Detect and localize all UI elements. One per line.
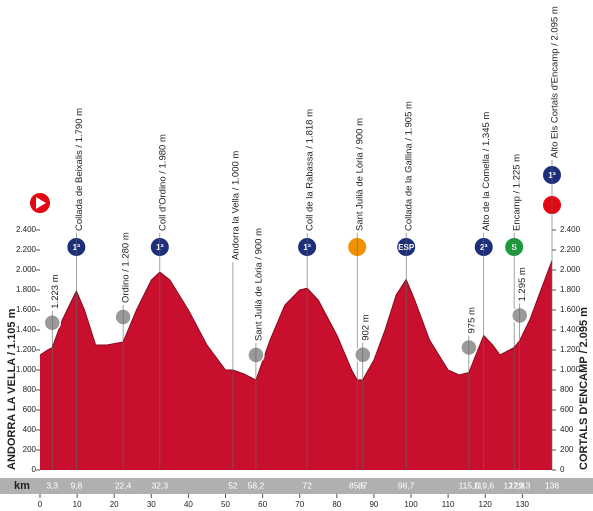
waypoint-label: Collada de Beixalis / 1.790 m [74,108,85,231]
km-marker-label: 119,6 [473,480,494,490]
y-tick-label-right: 1.400 [560,325,581,334]
km-marker-label: 85,5 [349,480,366,490]
badge-text: ESP [398,243,415,252]
y-tick-label: 2.200 [16,245,37,254]
y-tick-label: 0 [32,465,37,474]
km-marker-label: 52 [228,480,238,490]
waypoint-label: Alto Els Cortals d'Encamp / 2.095 m [550,6,561,158]
waypoint-label: Coll d'Ordino / 1.980 m [157,134,168,231]
y-tick-label: 1.400 [16,325,37,334]
y-tick-label: 400 [23,425,37,434]
km-marker-label: 129,3 [509,480,531,490]
y-tick-label: 1.200 [16,345,37,354]
x-tick-label: 40 [184,500,193,509]
x-tick-label: 110 [442,500,455,509]
y-tick-label-right: 200 [560,445,574,454]
x-tick-label: 0 [38,500,43,509]
km-marker-label: 9,8 [70,480,82,490]
y-tick-label: 200 [23,445,37,454]
waypoint-label: Coll de la Rabassa / 1.818 m [305,109,316,231]
waypoint-label: Collada de la Gallina / 1.905 m [404,101,415,231]
km-marker-label: 72 [302,480,312,490]
y-tick-label-right: 2.400 [560,225,581,234]
waypoint-label: 975 m [466,307,477,333]
waypoint-label: 1.223 m [50,274,61,308]
x-tick-label: 90 [369,500,378,509]
x-tick-label: 30 [147,500,156,509]
profile-area [40,260,552,470]
badge-text: S [511,243,517,252]
km-marker-label: 22,4 [115,480,132,490]
y-tick-label: 600 [23,405,37,414]
x-tick-label: 80 [332,500,341,509]
km-marker-label: 58,2 [248,480,265,490]
y-tick-label: 2.400 [16,225,37,234]
y-tick-label-right: 2.200 [560,245,581,254]
x-tick-label: 120 [479,500,493,509]
y-tick-label-right: 800 [560,385,574,394]
y-tick-label-right: 400 [560,425,574,434]
km-strip [0,478,593,494]
start-arrow [36,197,46,209]
waypoint-label: 902 m [360,314,371,340]
y-tick-label: 1.000 [16,365,37,374]
profile-line [39,260,553,381]
km-marker-label: 127,8 [504,480,526,490]
start-label: ANDORRA LA VELLA / 1.105 m [6,308,18,470]
km-marker-label: 3,3 [46,480,58,490]
finish-label: CORTALS D'ENCAMP / 2.095 m [578,307,590,470]
waypoint-label: Sant Julià de Lòria / 900 m [355,118,366,231]
km-marker-label: 98,7 [398,480,415,490]
km-marker-label: 138 [545,480,559,490]
waypoint-label: Andorra la Vella / 1.000 m [230,151,241,260]
x-tick-label: 20 [110,500,119,509]
y-tick-label: 800 [23,385,37,394]
km-label: km [14,480,30,492]
x-tick-label: 100 [404,500,418,509]
y-tick-label-right: 1.800 [560,285,581,294]
x-tick-label: 50 [221,500,230,509]
y-tick-label-right: 0 [560,465,565,474]
waypoint-label: 1.295 m [517,267,528,301]
y-tick-label: 1.800 [16,285,37,294]
y-tick-label-right: 1.200 [560,345,581,354]
y-tick-label-right: 2.000 [560,265,581,274]
km-marker-label: 87 [358,480,368,490]
waypoint-label: Alto de la Comella / 1.345 m [481,112,492,231]
y-tick-label-right: 1.600 [560,305,581,314]
waypoint-label: Sant Julià de Lòria / 900 m [253,228,264,341]
x-tick-label: 60 [258,500,267,509]
x-tick-label: 130 [516,500,530,509]
waypoint-label: Ordino / 1.280 m [121,232,132,303]
y-tick-label-right: 600 [560,405,574,414]
waypoint-label: Encamp / 1.225 m [512,154,523,231]
x-tick-label: 70 [295,500,304,509]
km-marker-label: 115,6 [459,480,480,490]
y-tick-label-right: 1.000 [560,365,581,374]
y-tick-label: 2.000 [16,265,37,274]
x-tick-label: 10 [73,500,82,509]
y-tick-label: 1.600 [16,305,37,314]
km-marker-label: 32,3 [152,480,169,490]
